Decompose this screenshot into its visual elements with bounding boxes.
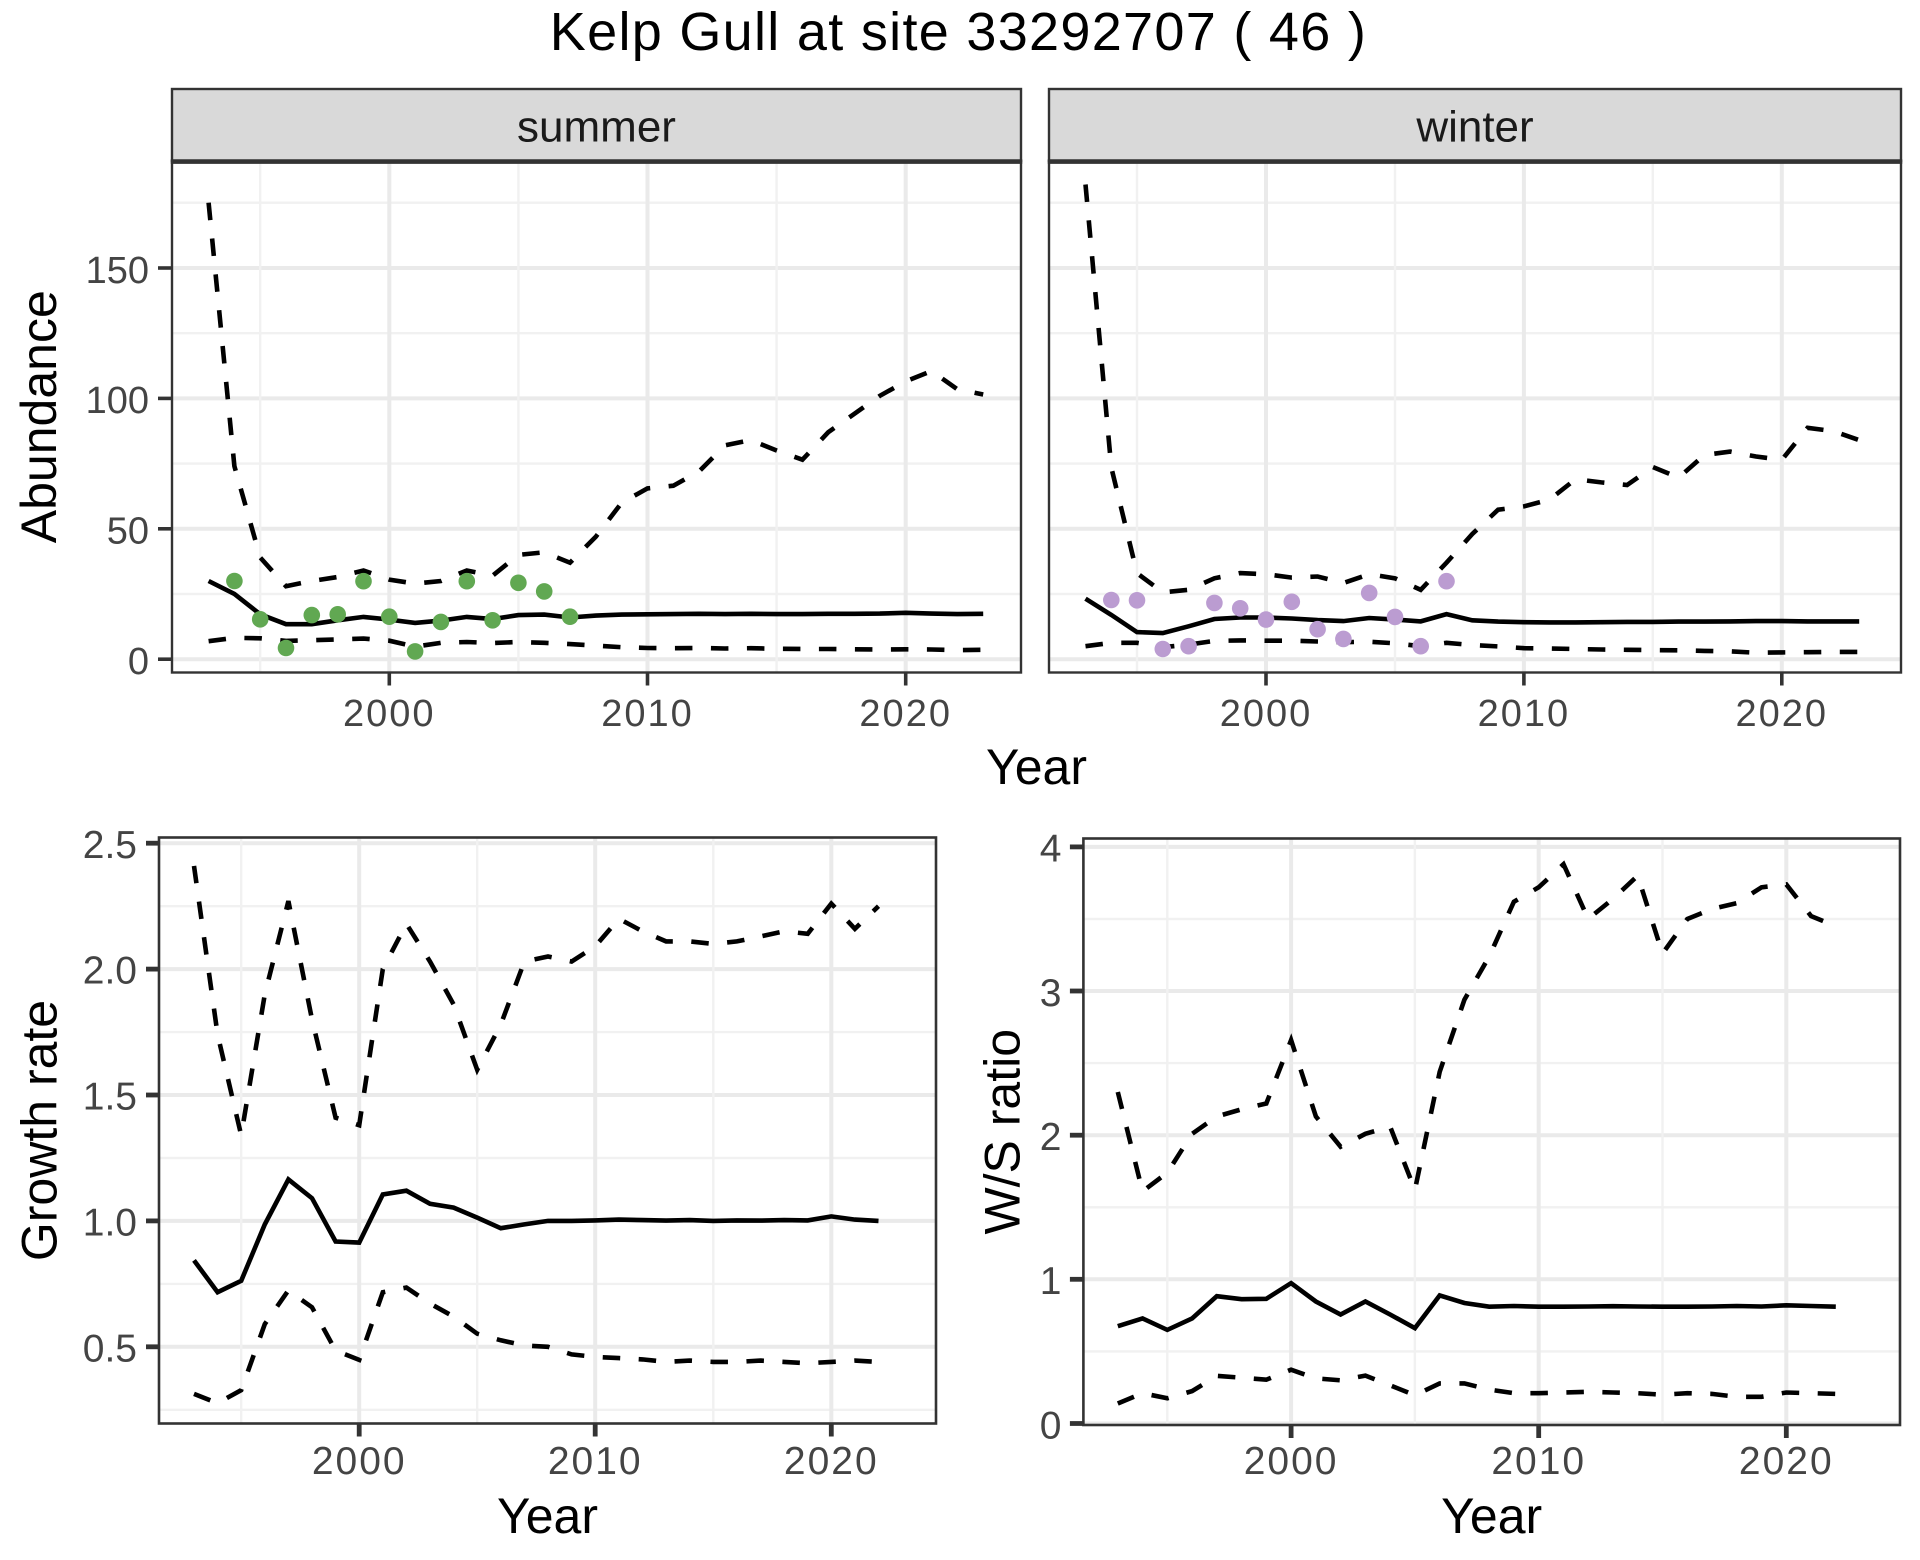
svg-text:50: 50 (107, 511, 149, 553)
svg-text:2010: 2010 (1478, 693, 1571, 735)
svg-text:100: 100 (86, 380, 149, 422)
svg-text:2000: 2000 (343, 693, 436, 735)
svg-text:Year: Year (1441, 1488, 1542, 1544)
svg-text:Year: Year (986, 739, 1087, 795)
svg-text:2: 2 (1040, 1116, 1062, 1159)
svg-text:0: 0 (1040, 1404, 1062, 1447)
svg-text:2000: 2000 (1220, 693, 1313, 735)
svg-text:4: 4 (1040, 828, 1062, 871)
svg-text:150: 150 (86, 250, 149, 292)
svg-text:Kelp Gull at site 33292707 ( 4: Kelp Gull at site 33292707 ( 46 ) (550, 2, 1367, 62)
svg-text:2020: 2020 (1736, 693, 1829, 735)
svg-text:2010: 2010 (548, 1440, 643, 1483)
svg-text:Abundance: Abundance (11, 290, 67, 543)
svg-text:3: 3 (1040, 972, 1062, 1015)
svg-text:2020: 2020 (1739, 1440, 1834, 1483)
svg-text:2010: 2010 (1491, 1440, 1586, 1483)
svg-text:summer: summer (517, 103, 676, 152)
svg-text:2000: 2000 (1244, 1440, 1339, 1483)
svg-text:2.0: 2.0 (83, 950, 137, 993)
svg-text:winter: winter (1415, 103, 1533, 152)
svg-text:2010: 2010 (601, 693, 694, 735)
svg-text:Year: Year (497, 1488, 598, 1544)
svg-text:Growth rate: Growth rate (12, 1000, 68, 1261)
svg-text:0.5: 0.5 (83, 1327, 137, 1370)
svg-text:W/S ratio: W/S ratio (975, 1029, 1031, 1235)
svg-text:2000: 2000 (312, 1440, 407, 1483)
svg-text:0: 0 (128, 641, 149, 683)
svg-text:1: 1 (1040, 1260, 1062, 1303)
svg-text:1.0: 1.0 (83, 1202, 137, 1245)
svg-text:2020: 2020 (859, 693, 952, 735)
svg-text:1.5: 1.5 (83, 1076, 137, 1119)
svg-text:2020: 2020 (784, 1440, 879, 1483)
svg-text:2.5: 2.5 (83, 824, 137, 867)
